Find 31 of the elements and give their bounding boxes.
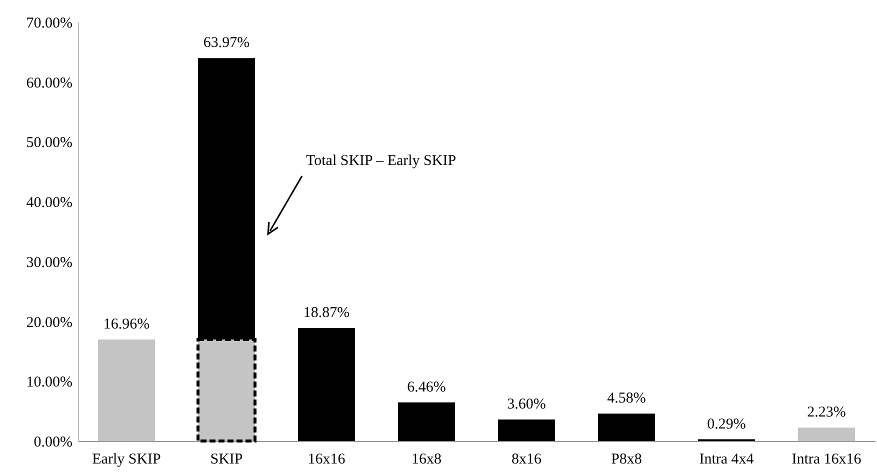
total-label: 16.96%: [103, 316, 150, 332]
total-label: 63.97%: [203, 35, 250, 52]
y-tick-label: 30.00%: [26, 254, 72, 271]
bar: [398, 402, 455, 441]
x-tick-label: Early SKIP: [92, 452, 161, 468]
bar: [798, 428, 855, 441]
bar: [598, 414, 655, 441]
annotation: Total SKIP – Early SKIP: [306, 153, 456, 169]
total-label: 2.23%: [807, 404, 846, 421]
y-tick-label: 60.00%: [26, 75, 72, 92]
bar: [298, 328, 355, 441]
x-tick-label: 8x16: [512, 452, 542, 468]
y-tick-label: 70.00%: [26, 16, 72, 32]
y-tick-label: 10.00%: [26, 374, 72, 391]
x-tick-label: 16x8: [412, 452, 442, 468]
x-tick-label: 16x16: [308, 452, 346, 468]
total-label: 4.58%: [607, 390, 646, 407]
y-tick-label: 40.00%: [26, 195, 72, 212]
total-label: 0.29%: [707, 416, 746, 432]
bar: [98, 339, 155, 441]
x-tick-label: P8x8: [611, 452, 642, 468]
x-tick-label: Intra 4x4: [699, 452, 754, 468]
total-label: 18.87%: [303, 305, 350, 322]
bar: [498, 419, 555, 441]
y-tick-label: 20.00%: [26, 314, 72, 331]
x-tick-label: SKIP: [210, 452, 243, 468]
total-label: 6.46%: [407, 379, 446, 396]
x-tick-label: Intra 16x16: [792, 452, 862, 468]
y-tick-label: 50.00%: [26, 135, 72, 152]
total-label: 3.60%: [507, 396, 546, 412]
y-tick-label: 0.00%: [34, 434, 72, 450]
